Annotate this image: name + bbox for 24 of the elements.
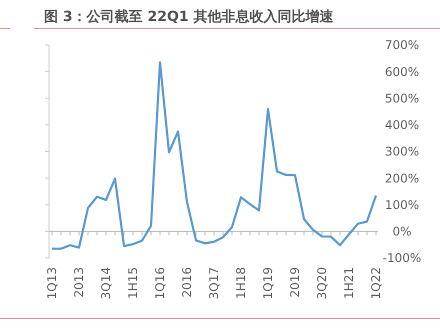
chart-title: 图 3：公司截至 22Q1 其他非息收入同比增速 (44, 9, 334, 25)
y-tick-label: 700% (384, 38, 420, 52)
x-tick-label: 1H18 (234, 267, 248, 299)
x-tick-label: 1Q19 (261, 267, 275, 300)
y-tick-label: 200% (384, 171, 420, 186)
x-tick-label: 1Q13 (45, 267, 59, 300)
x-tick-label: 2013 (72, 267, 86, 298)
y-tick-label: 400% (384, 118, 420, 132)
y-tick-label: 100% (384, 198, 420, 212)
x-tick-label: 2019 (288, 267, 302, 298)
x-tick-label: 3Q14 (99, 267, 113, 300)
y-tick-label: 600% (384, 64, 420, 79)
x-tick-label: 2016 (180, 267, 194, 298)
line-series (50, 61, 378, 250)
x-tick-label: 1H21 (342, 267, 356, 299)
x-tick-label: 3Q20 (315, 267, 329, 300)
y-tick-label: 0% (392, 224, 412, 239)
y-tick-label: 500% (384, 91, 420, 106)
x-tick-label: 1Q22 (369, 267, 383, 300)
x-tick-label: 1Q16 (153, 267, 167, 300)
y-tick-label: 300% (384, 144, 420, 159)
x-tick-label: 3Q17 (207, 267, 221, 300)
y-tick-label: -100% (382, 251, 422, 266)
x-tick-label: 1H15 (126, 267, 140, 299)
